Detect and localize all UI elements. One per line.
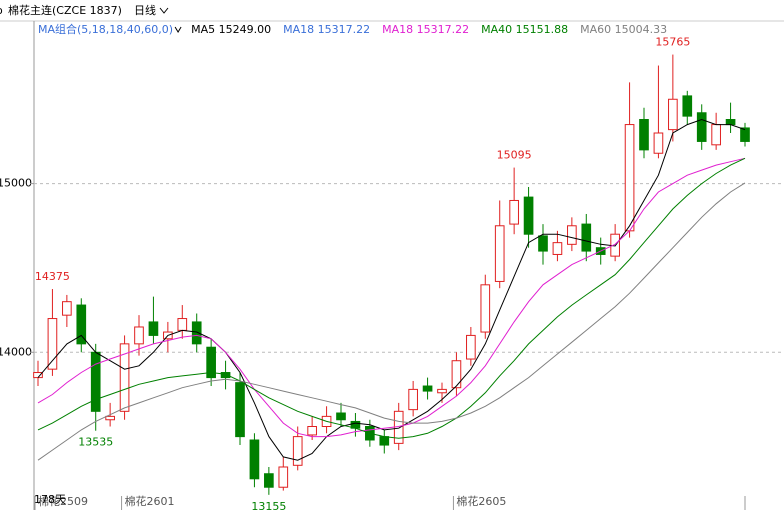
candle-body [538, 235, 548, 252]
candle-body [191, 321, 202, 345]
legend-entry: MA18 15317.22 [382, 23, 469, 36]
candle-body [47, 318, 58, 370]
candle-body [206, 346, 216, 379]
ma-line [37, 157, 746, 439]
x-label: 棉花2601 [125, 494, 175, 508]
bars-count: 178天 [34, 493, 66, 506]
candle-body [451, 360, 462, 389]
symbol: 棉花主连(CZCE 1837) [8, 3, 122, 17]
y-tick-label: 14000 [0, 345, 32, 358]
candle-body [696, 112, 707, 142]
x-label: 棉花2509 [38, 494, 88, 508]
candle-body [581, 223, 592, 252]
candle-body [408, 388, 418, 411]
extreme-label: 13155 [251, 500, 286, 510]
legend-entry: MA18 15317.22 [283, 23, 370, 36]
candle-body [220, 372, 231, 379]
candle-body [235, 382, 245, 438]
candle-body [552, 242, 563, 255]
candle-body [307, 426, 317, 436]
candle-body [292, 436, 303, 466]
candle-body [494, 225, 505, 282]
candle-body [379, 436, 390, 446]
ma-line [37, 157, 746, 438]
ma-line [37, 118, 746, 461]
extreme-label: 15765 [655, 36, 690, 49]
candle-body [278, 466, 289, 488]
candle-body [76, 304, 87, 345]
legend-dropdown-arrow [174, 26, 182, 33]
x-label: 棉花2605 [456, 494, 506, 508]
legend-entry: MA60 15004.33 [580, 23, 667, 36]
candle-body [134, 326, 144, 345]
candle-body [264, 473, 274, 488]
ma-line [37, 182, 746, 461]
legend-entry: MA5 15249.00 [191, 23, 271, 36]
y-tick-label: 15000 [0, 177, 32, 190]
period-dropdown-arrow[interactable] [159, 7, 169, 14]
candle-body [336, 412, 346, 421]
candle-body [119, 343, 130, 412]
candle-body [639, 119, 649, 151]
legend-entry: MA40 15151.88 [481, 23, 568, 36]
candle-body [177, 318, 188, 331]
candle-body [62, 301, 72, 316]
candle-body [480, 284, 491, 333]
candle-body [523, 196, 534, 235]
legend-title: MA组合(5,18,18,40,60,0) [38, 22, 173, 36]
extreme-label: 14375 [35, 270, 70, 283]
header-prefix: o [0, 4, 3, 17]
candle-body [249, 439, 260, 480]
candle-body [682, 95, 693, 117]
candle-body [668, 98, 678, 131]
candle-body [90, 351, 101, 412]
candle-body [624, 124, 635, 232]
candle-body [711, 124, 721, 146]
candle-body [422, 385, 433, 392]
candle-body [653, 132, 664, 154]
candle-body [740, 127, 750, 142]
extreme-label: 13535 [78, 436, 113, 449]
candle-body [437, 388, 447, 394]
period-selector[interactable]: 日线 [134, 3, 156, 17]
candle-body [567, 225, 577, 245]
extreme-label: 15095 [497, 149, 532, 162]
candle-body [725, 119, 736, 126]
candle-body [148, 321, 159, 336]
candle-body [466, 334, 476, 360]
candle-body [509, 199, 519, 225]
candle-body [105, 415, 115, 421]
